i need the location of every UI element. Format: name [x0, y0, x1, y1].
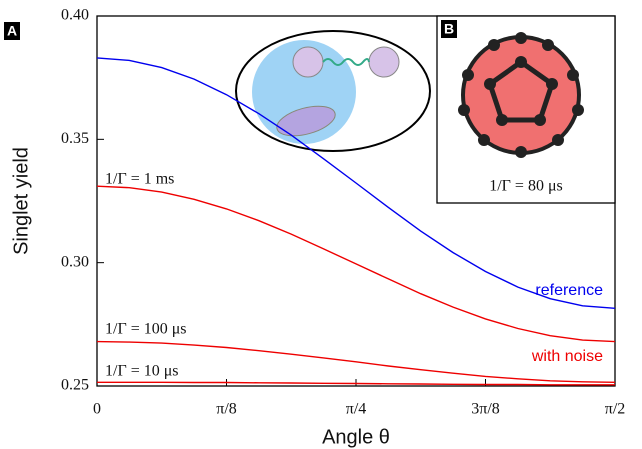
series-label: 1/Γ = 100 μs	[105, 321, 187, 338]
y-tick-label: 0.30	[61, 253, 89, 270]
x-tick-label: 0	[93, 401, 101, 418]
x-tick-label: π/2	[605, 401, 626, 418]
annotation: with noise	[531, 348, 603, 365]
series-label: 1/Γ = 1 ms	[105, 171, 174, 188]
y-tick-label: 0.25	[61, 377, 89, 394]
chart: Angle θ Singlet yield 0.25 0.30 0.35 0.40 0 π…	[0, 0, 642, 449]
series-label: 1/Γ = 10 μs	[105, 363, 179, 380]
series-label: reference	[535, 282, 603, 299]
panel-label: A	[7, 23, 17, 39]
x-axis-label: Angle θ	[322, 426, 390, 448]
series-line	[97, 186, 615, 341]
x-tick-label: 3π/8	[471, 401, 500, 418]
inset-label: 1/Γ = 80 μs	[489, 178, 563, 195]
inset-b	[437, 16, 615, 203]
inset-a	[236, 31, 430, 151]
x-tick-label: π/8	[216, 401, 237, 418]
panel-label: B	[444, 21, 454, 37]
y-axis-label: Singlet yield	[10, 147, 32, 255]
y-tick-label: 0.35	[61, 130, 89, 147]
y-tick-label: 0.40	[61, 7, 89, 24]
x-tick-label: π/4	[346, 401, 367, 418]
